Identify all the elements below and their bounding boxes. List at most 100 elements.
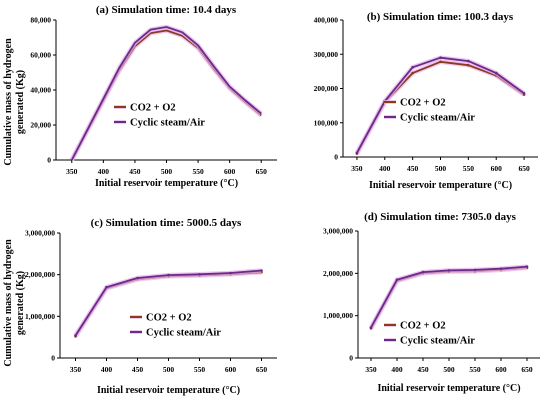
x-tick-label: 350 bbox=[66, 167, 78, 176]
data-point bbox=[439, 56, 442, 59]
y-tick-label: 2,000,000 bbox=[323, 269, 353, 278]
x-tick-label: 450 bbox=[132, 365, 144, 374]
data-point bbox=[467, 63, 470, 67]
chart-panel-1: (a) Simulation time: 10.4 days 0 20,000 40,… bbox=[30, 4, 277, 189]
y-tick-label: 200,000 bbox=[314, 84, 339, 93]
data-point bbox=[447, 269, 451, 272]
legend-label: CO2 + O2 bbox=[130, 103, 176, 114]
x-tick-label: 500 bbox=[435, 164, 447, 173]
shared-ylabel-top-line2: generated (Kg) bbox=[15, 70, 26, 134]
y-tick-label: 0 bbox=[349, 354, 353, 363]
x-tick-label: 600 bbox=[491, 164, 503, 173]
x-axis-label: Initial reservoir temperature (°C) bbox=[95, 178, 238, 189]
legend: CO2 + O2 Cyclic steam/Air bbox=[384, 98, 475, 124]
shared-ylabel-bottom-line1: Cumulative mass of hydrogen bbox=[3, 239, 14, 367]
data-point bbox=[355, 151, 359, 155]
chart-panel-3: (c) Simulation time: 5000.5 days 0 1,000,0… bbox=[25, 217, 277, 396]
data-point bbox=[136, 276, 139, 280]
x-axis-label: Initial reservoir temperature (°C) bbox=[377, 383, 520, 394]
x-tick-label: 500 bbox=[161, 167, 173, 176]
data-point bbox=[494, 71, 498, 75]
series-line-2 bbox=[370, 265, 528, 328]
y-tick-label: 100,000 bbox=[314, 118, 339, 127]
data-point bbox=[395, 278, 399, 281]
legend-label: CO2 + O2 bbox=[146, 313, 192, 324]
chart-title: (c) Simulation time: 5000.5 days bbox=[91, 217, 242, 229]
data-point bbox=[439, 60, 442, 64]
x-tick-label: 500 bbox=[443, 365, 455, 374]
x-tick-label: 400 bbox=[391, 365, 403, 374]
shared-ylabel-bottom-line2: generated (Kg) bbox=[15, 271, 26, 335]
x-tick-label: 550 bbox=[192, 167, 204, 176]
data-point bbox=[411, 65, 414, 69]
x-axis-label: Initial reservoir temperature (°C) bbox=[369, 180, 512, 191]
data-point bbox=[260, 269, 263, 272]
y-tick-label: 2,000,000 bbox=[25, 270, 55, 279]
legend-label: CO2 + O2 bbox=[400, 321, 446, 332]
chart-panels: (a) Simulation time: 10.4 days 0 20,000 40,… bbox=[25, 4, 540, 396]
y-tick-label: 40,000 bbox=[30, 86, 51, 95]
legend: CO2 + O2 Cyclic steam/Air bbox=[384, 321, 475, 347]
data-point bbox=[473, 268, 477, 272]
data-point bbox=[369, 326, 373, 329]
x-tick-label: 450 bbox=[407, 164, 419, 173]
shared-ylabel-top-line1: Cumulative mass of hydrogen bbox=[3, 38, 14, 166]
series-line-2 bbox=[74, 269, 262, 336]
legend-label: CO2 + O2 bbox=[400, 98, 446, 109]
x-tick-label: 350 bbox=[70, 365, 82, 374]
x-tick-label: 650 bbox=[518, 164, 530, 173]
x-tick-label: 450 bbox=[417, 365, 429, 374]
x-tick-label: 550 bbox=[194, 365, 206, 374]
x-axis-label: Initial reservoir temperature (°C) bbox=[97, 385, 240, 396]
x-tick-label: 650 bbox=[256, 167, 268, 176]
x-tick-label: 550 bbox=[469, 365, 481, 374]
data-point bbox=[525, 265, 529, 268]
x-tick-label: 400 bbox=[379, 164, 391, 173]
legend-label: Cyclic steam/Air bbox=[146, 328, 221, 339]
x-tick-label: 600 bbox=[225, 365, 237, 374]
chart-title: (a) Simulation time: 10.4 days bbox=[96, 4, 237, 16]
y-tick-label: 1,000,000 bbox=[25, 312, 55, 321]
x-tick-label: 550 bbox=[463, 164, 475, 173]
series-glow-2 bbox=[369, 264, 528, 329]
x-tick-label: 500 bbox=[163, 365, 175, 374]
chart-panel-2: (b) Simulation time: 100.3 days 0 100,000 2… bbox=[314, 11, 538, 191]
chart-title: (d) Simulation time: 7305.0 days bbox=[364, 211, 517, 223]
x-tick-label: 600 bbox=[224, 167, 236, 176]
x-tick-label: 650 bbox=[521, 365, 533, 374]
legend-label: Cyclic steam/Air bbox=[130, 118, 205, 129]
x-tick-label: 350 bbox=[365, 365, 377, 374]
y-tick-label: 3,000,000 bbox=[323, 227, 353, 236]
series-glow-2 bbox=[73, 268, 262, 337]
chart-title: (b) Simulation time: 100.3 days bbox=[367, 11, 514, 23]
data-point bbox=[522, 91, 526, 95]
y-tick-label: 0 bbox=[334, 153, 338, 162]
y-tick-label: 3,000,000 bbox=[25, 229, 55, 238]
y-tick-label: 60,000 bbox=[30, 51, 51, 60]
legend-label: Cyclic steam/Air bbox=[400, 113, 475, 124]
series-glow-1 bbox=[69, 28, 263, 162]
series-line-1 bbox=[71, 29, 262, 161]
legend: CO2 + O2 Cyclic steam/Air bbox=[114, 103, 205, 129]
y-tick-label: 0 bbox=[51, 354, 55, 363]
data-point bbox=[229, 271, 232, 275]
series-line-1 bbox=[370, 266, 528, 329]
x-tick-label: 450 bbox=[129, 167, 141, 176]
x-tick-label: 600 bbox=[495, 365, 507, 374]
y-tick-label: 1,000,000 bbox=[323, 311, 353, 320]
data-point bbox=[198, 272, 201, 276]
data-point bbox=[74, 334, 77, 337]
y-tick-label: 20,000 bbox=[30, 121, 51, 130]
data-point bbox=[467, 59, 470, 63]
series-line-2 bbox=[71, 26, 262, 161]
data-point bbox=[411, 71, 414, 75]
data-point bbox=[105, 285, 108, 289]
x-tick-label: 650 bbox=[256, 365, 268, 374]
series-glow-1 bbox=[369, 265, 528, 330]
data-point bbox=[167, 273, 170, 277]
x-tick-label: 400 bbox=[98, 167, 110, 176]
x-tick-label: 400 bbox=[101, 365, 113, 374]
legend-label: Cyclic steam/Air bbox=[400, 336, 475, 347]
y-tick-label: 300,000 bbox=[314, 50, 339, 59]
